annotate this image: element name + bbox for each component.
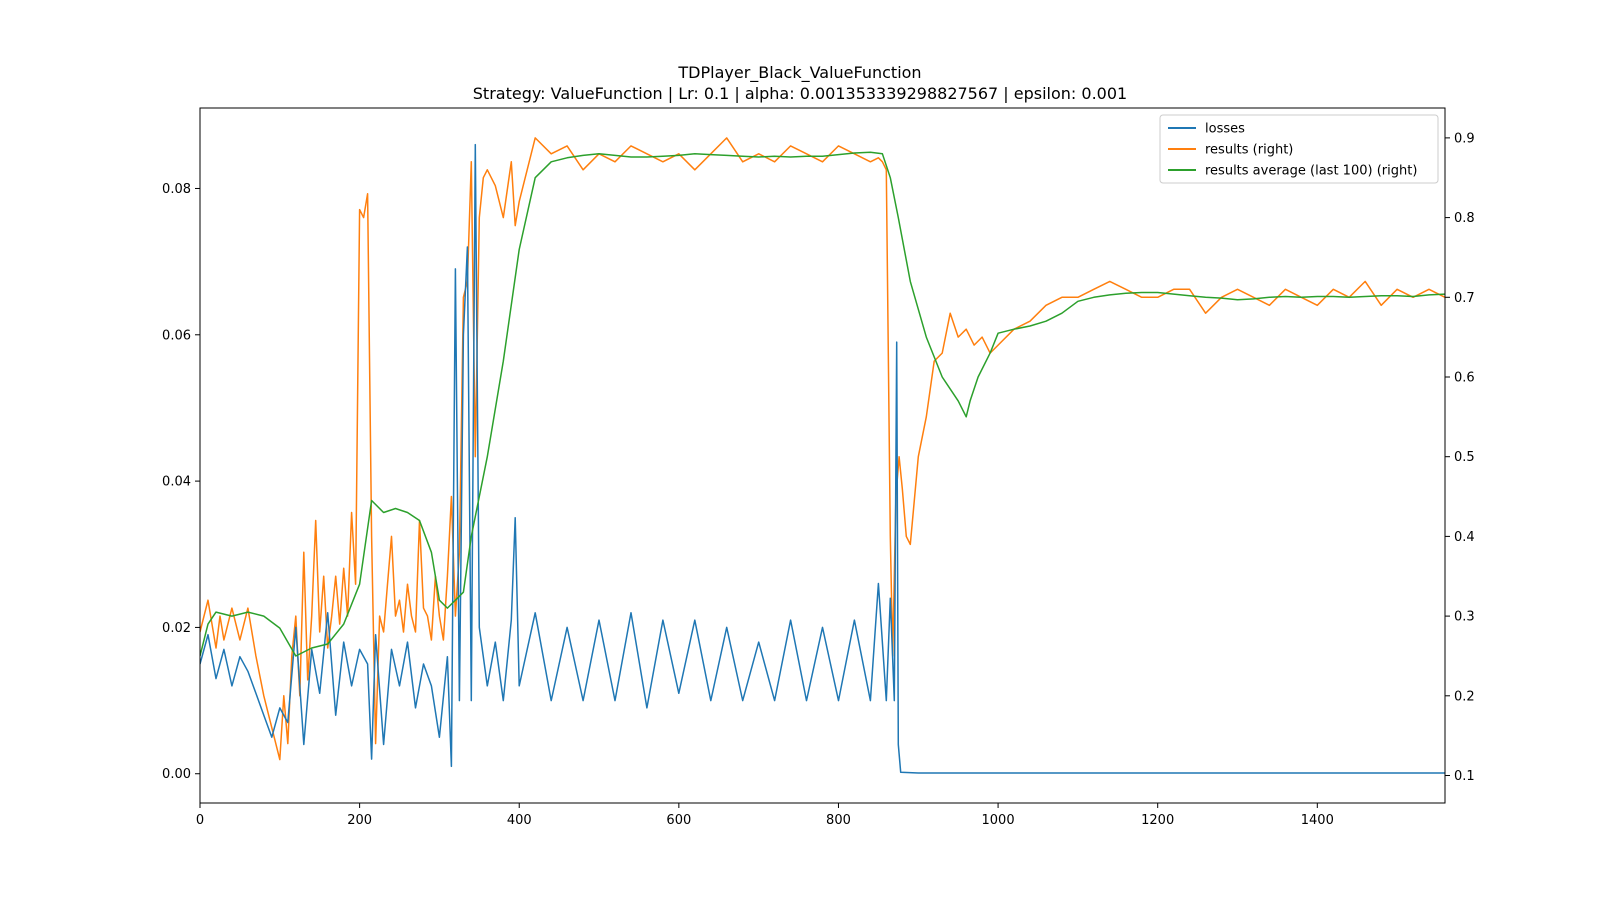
legend-label: results (right) (1205, 143, 1293, 158)
y-right-tick-label: 0.9 (1454, 131, 1475, 146)
y-left-tick-label: 0.08 (162, 182, 191, 197)
x-tick-label: 600 (666, 813, 691, 828)
results-line (200, 137, 1445, 761)
legend: losses results (right) results average (la… (1159, 114, 1439, 184)
y-right-tick-label: 0.7 (1454, 291, 1475, 306)
y-left-tick-label: 0.06 (162, 328, 191, 343)
legend-label: losses (1205, 122, 1245, 137)
y-right-tick-label: 0.3 (1454, 610, 1475, 625)
x-tick-label: 0 (196, 813, 204, 828)
y-right-tick-label: 0.1 (1454, 769, 1475, 784)
x-tick-label: 400 (507, 813, 532, 828)
legend-box (1159, 114, 1439, 184)
series-layer (200, 137, 1445, 774)
chart-subtitle: Strategy: ValueFunction | Lr: 0.1 | alph… (472, 84, 1128, 103)
y-right-tick-label: 0.8 (1454, 211, 1475, 226)
y-right-tick-label: 0.5 (1454, 450, 1475, 465)
y-right-tick-label: 0.4 (1454, 530, 1475, 545)
x-tick-label: 200 (347, 813, 372, 828)
y-right-tick-label: 0.2 (1454, 689, 1475, 704)
y-left-tick-label: 0.02 (162, 621, 191, 636)
y-left-tick-label: 0.04 (162, 475, 191, 490)
losses-line (200, 143, 1445, 774)
x-tick-label: 1200 (1141, 813, 1174, 828)
plot-frame (199, 107, 1446, 804)
y-left-tick-label: 0.00 (162, 767, 191, 782)
chart-title-block: TDPlayer_Black_ValueFunction Strategy: V… (0, 62, 1600, 104)
chart-title: TDPlayer_Black_ValueFunction (678, 63, 922, 82)
x-tick-label: 1000 (982, 813, 1015, 828)
y-right-tick-label: 0.6 (1454, 370, 1475, 385)
x-tick-label: 1400 (1301, 813, 1334, 828)
y-axis-left: 0.00 0.02 0.04 0.06 0.08 (162, 182, 200, 782)
y-axis-right: 0.1 0.2 0.3 0.4 0.5 0.6 0.7 0.8 0.9 (1445, 131, 1475, 784)
x-axis: 0 200 400 600 800 1000 1200 1400 (196, 803, 1334, 828)
legend-label: results average (last 100) (right) (1205, 164, 1417, 179)
results-average-line (200, 151, 1445, 657)
x-tick-label: 800 (826, 813, 851, 828)
